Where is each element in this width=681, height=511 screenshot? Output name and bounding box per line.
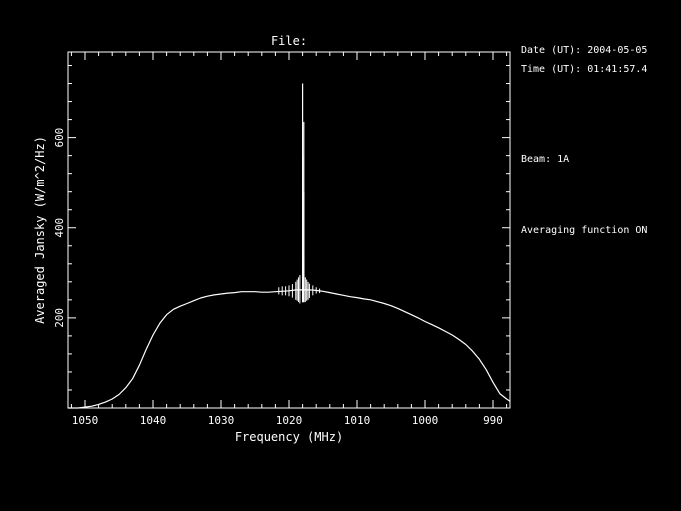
y-axis-label: Averaged Jansky (W/m^2/Hz) [33,136,47,324]
chart-title: File: [271,34,307,48]
x-tick-label: 1040 [140,414,167,427]
time-readout: Time (UT): 01:41:57.4 [521,64,648,75]
x-tick-label: 1000 [412,414,439,427]
chart-axes: 1050 1040 1030 1020 1010 1000 990 200 400 600 [53,51,511,427]
x-tick-label: 1020 [276,414,303,427]
x-tick-label: 990 [483,414,503,427]
averaging-status: Averaging function ON [521,225,648,236]
x-axis-label: Frequency (MHz) [235,430,343,444]
x-tick-label: 1010 [344,414,371,427]
x-tick-label: 1050 [72,414,99,427]
chart-series [68,83,511,409]
beam-readout: Beam: 1A [521,154,570,165]
x-tick-label: 1030 [208,414,235,427]
y-tick-label: 600 [53,128,66,148]
y-tick-label: 400 [53,218,66,238]
y-tick-label: 200 [53,308,66,328]
date-readout: Date (UT): 2004-05-05 [521,45,648,56]
